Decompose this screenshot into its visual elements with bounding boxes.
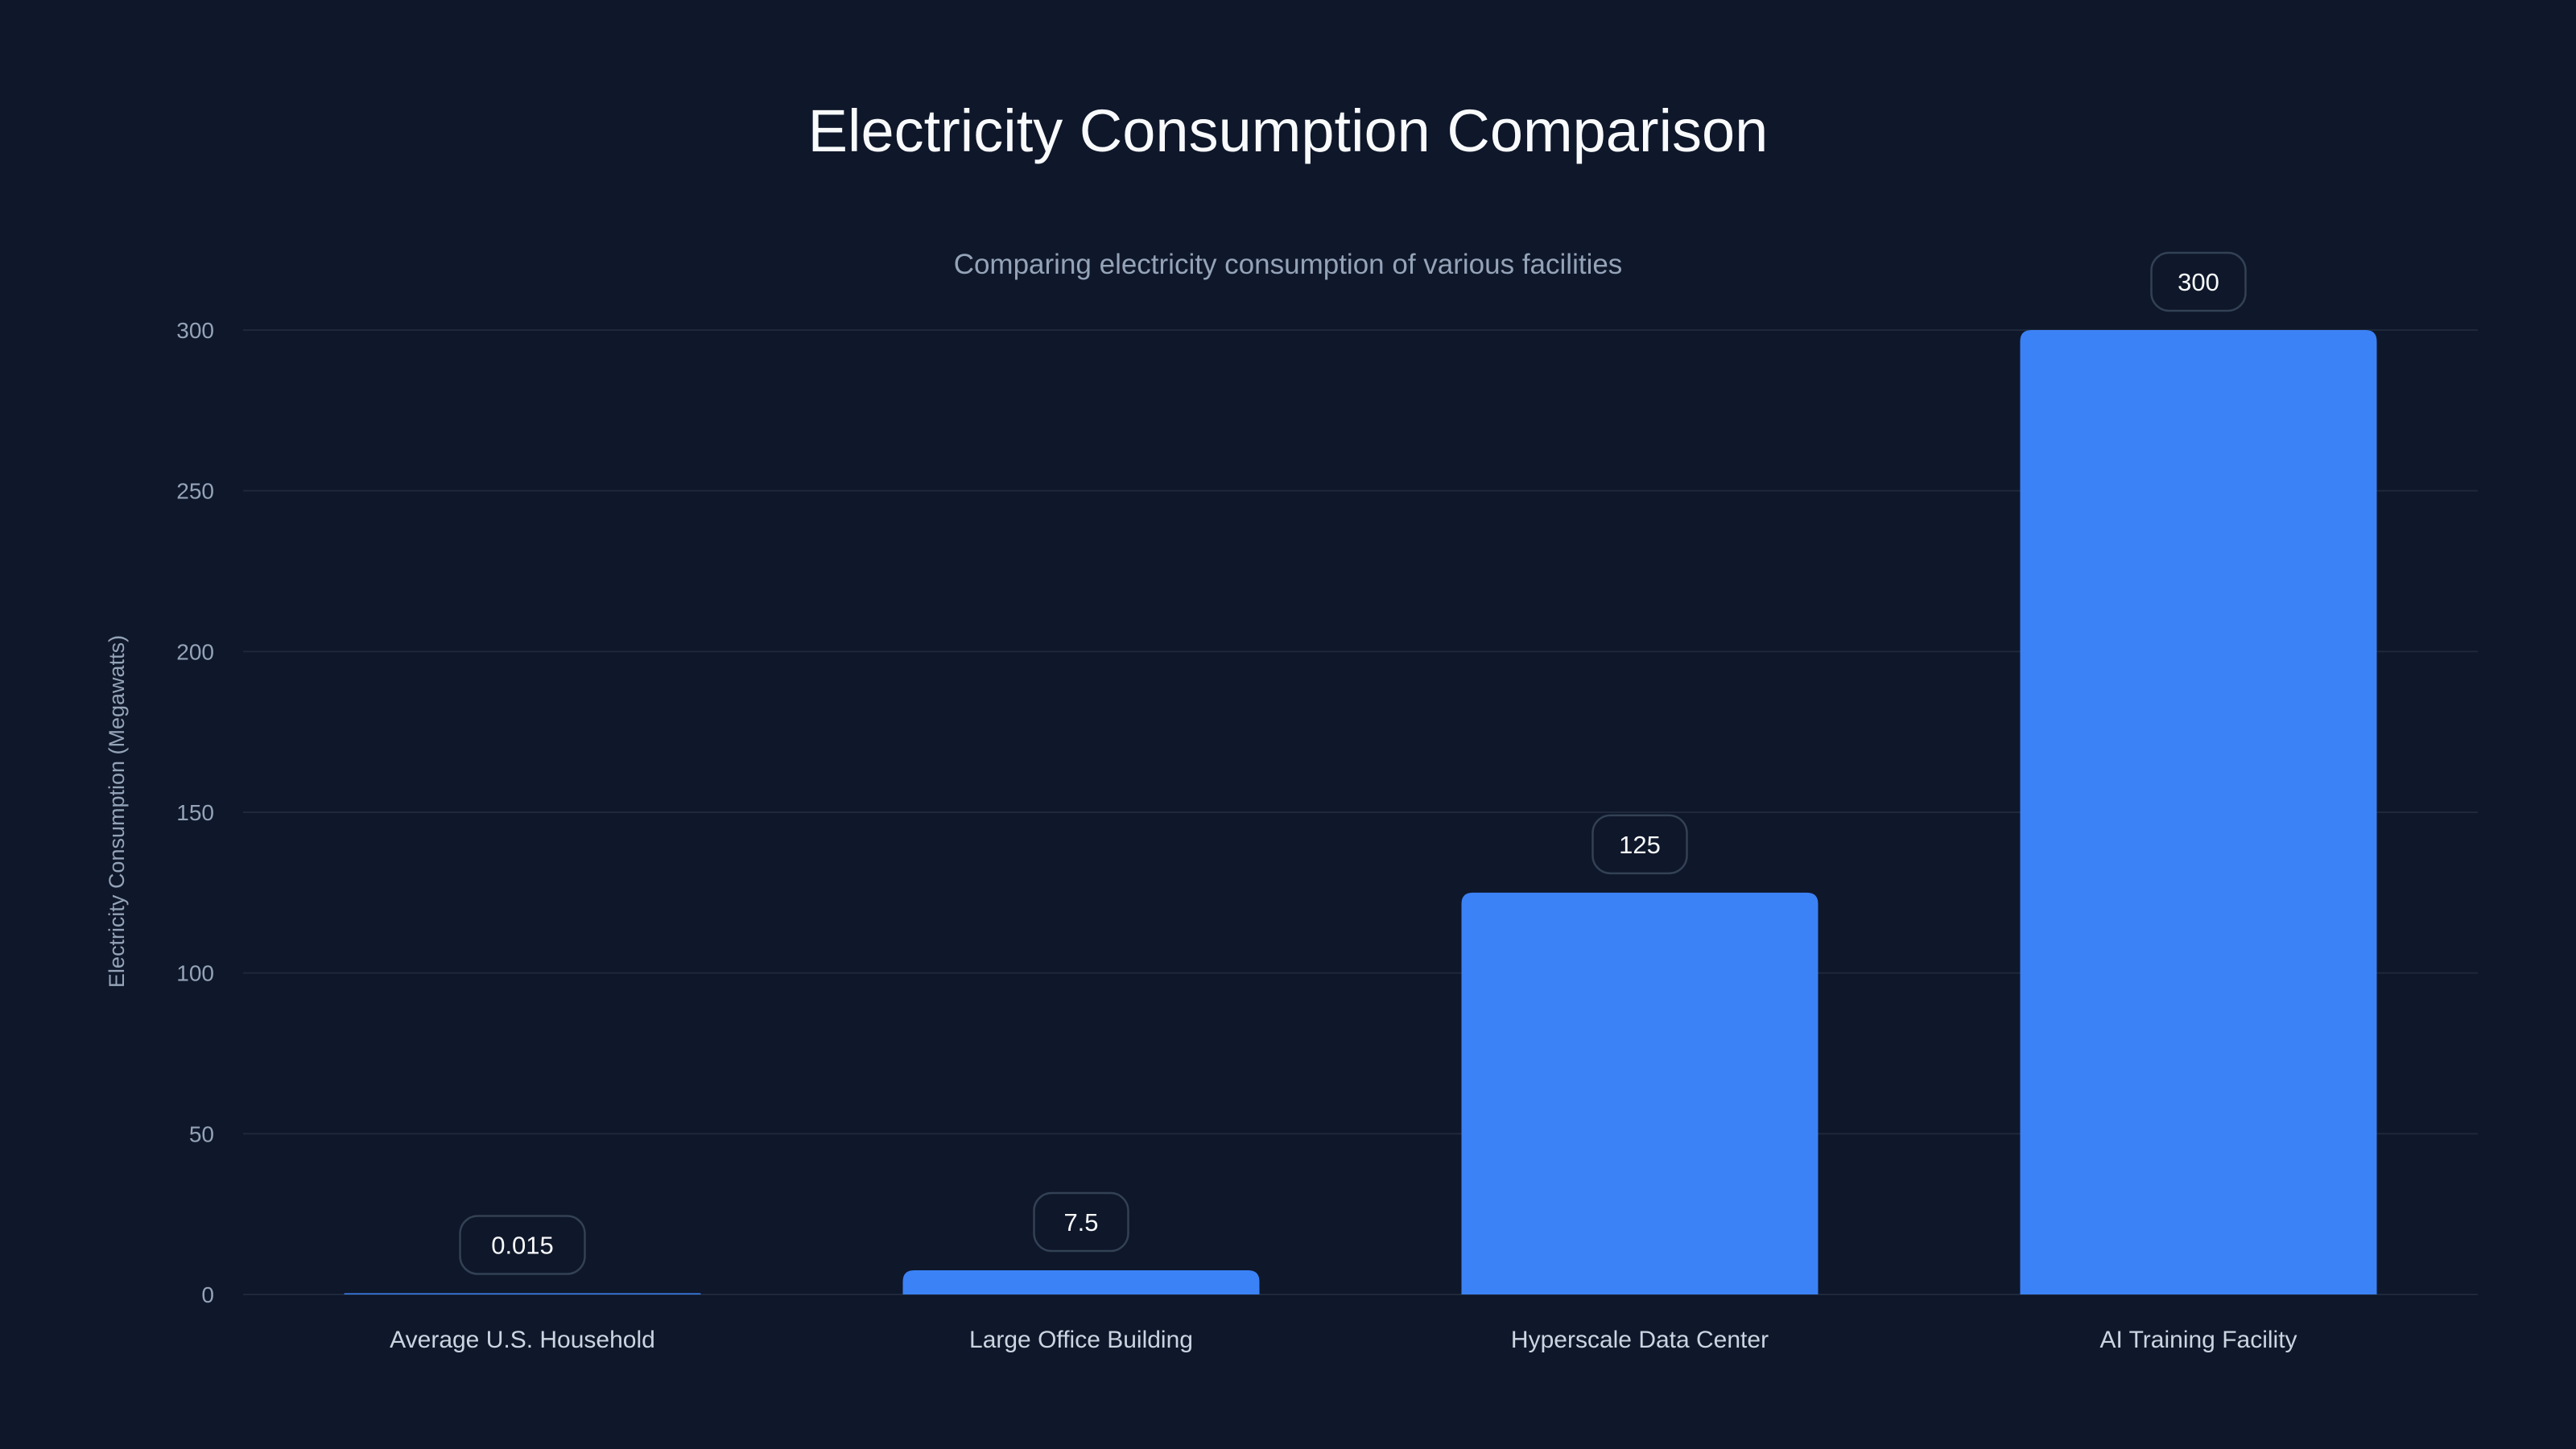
data-label-box [1033,1191,1129,1253]
y-axis-label: Electricity Consumption (Megawatts) [105,635,129,988]
y-tick-label: 250 [176,479,214,504]
chart-title: Electricity Consumption Comparison [808,97,1769,164]
x-tick-label: Average U.S. Household [390,1327,655,1353]
data-label: 0.015 [491,1232,554,1260]
bar [2020,330,2377,1294]
y-tick-label: 300 [176,318,214,343]
x-tick-label: AI Training Facility [2099,1327,2297,1353]
data-label-box [1591,814,1688,875]
data-label-box [2150,251,2247,312]
y-tick-label: 50 [189,1121,214,1146]
y-tick-label: 200 [176,639,214,664]
chart-subtitle: Comparing electricity consumption of var… [954,249,1623,280]
y-tick-label: 150 [176,800,214,825]
data-label: 125 [1619,831,1661,859]
y-tick-label: 100 [176,961,214,986]
x-tick-label: Large Office Building [969,1327,1193,1353]
data-label-box [459,1215,586,1275]
bar [344,1293,701,1294]
data-label: 300 [2178,268,2219,296]
x-tick-label: Hyperscale Data Center [1511,1327,1769,1353]
bar [1461,892,1818,1294]
y-tick-label: 0 [201,1282,214,1307]
bar [902,1270,1260,1294]
data-label: 7.5 [1063,1208,1098,1236]
